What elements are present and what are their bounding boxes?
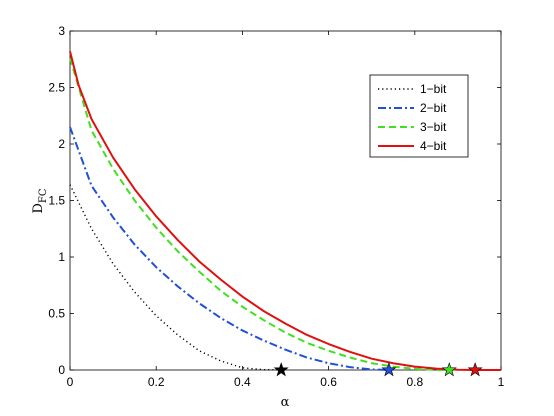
star-marker-3bit [441,362,457,377]
y-tick-label: 3 [58,24,65,38]
star-marker-2bit [381,362,397,377]
y-axis-label-sub: FC [38,188,49,203]
y-tick-label: 2 [58,137,65,151]
legend-label: 1−bit [420,82,447,96]
x-tick-label: 1 [498,375,505,389]
x-axis-label: α [281,395,290,410]
legend-box [369,74,469,158]
y-tick-label: 1.5 [48,194,65,208]
x-tick-label: 0.2 [148,375,165,389]
y-axis-ticks: 0 0.5 1 1.5 2 2.5 3 [48,24,501,377]
legend: 1−bit 2−bit 3−bit 4−bit [369,74,469,158]
x-tick-label: 0.6 [320,375,337,389]
series-line-2bit [69,126,389,371]
x-axis-ticks: 0 0.2 0.4 0.6 0.8 1 [67,31,505,389]
series-line-4bit [69,51,501,371]
series-line-1bit [69,184,282,371]
star-marker-4bit [467,362,483,377]
x-tick-label: 0.8 [406,375,423,389]
y-axis-label-main: D [31,203,46,213]
y-axis-label: DFC [31,188,49,213]
star-marker-1bit [273,362,289,377]
legend-label: 3−bit [420,120,447,134]
legend-label: 4−bit [420,139,447,153]
x-tick-label: 0 [67,375,74,389]
y-tick-label: 0.5 [48,307,65,321]
y-tick-label: 2.5 [48,81,65,95]
series-lines [69,51,501,371]
y-tick-label: 1 [58,250,65,264]
x-tick-label: 0.4 [234,375,251,389]
series-markers [273,362,483,377]
y-tick-label: 0 [58,363,65,377]
series-line-3bit [69,57,450,371]
legend-label: 2−bit [420,101,447,115]
